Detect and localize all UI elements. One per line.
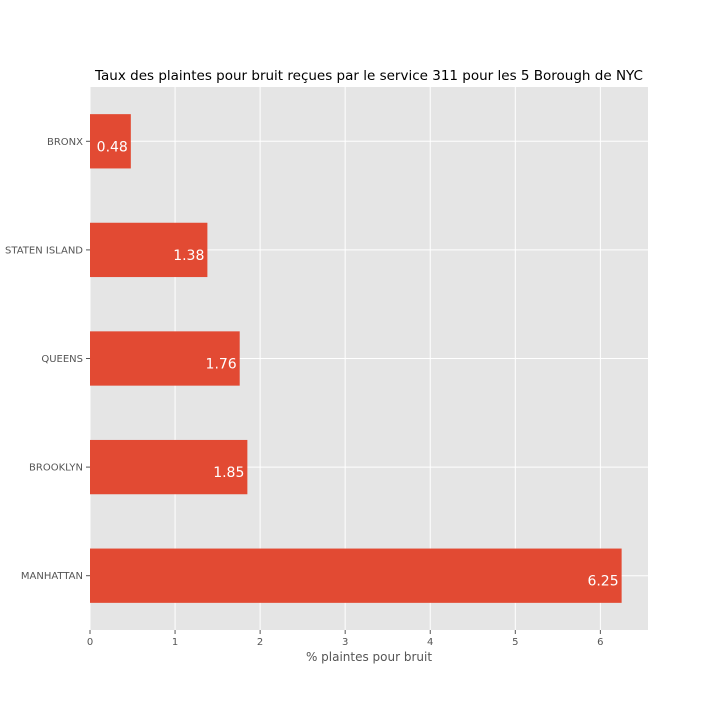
bar-staten-island xyxy=(90,222,208,278)
x-tick-label: 1 xyxy=(172,637,178,648)
bar-brooklyn xyxy=(90,439,248,495)
bar-manhattan xyxy=(90,548,622,603)
x-tick-label: 2 xyxy=(257,637,263,648)
data-label: 1.76 xyxy=(206,357,237,373)
data-label: 6.25 xyxy=(587,574,618,590)
y-tick-label: MANHATTAN xyxy=(21,571,83,582)
x-tick-label: 4 xyxy=(427,637,433,648)
data-label: 1.85 xyxy=(213,465,244,481)
y-tick-label: BRONX xyxy=(47,137,83,148)
x-tick-label: 5 xyxy=(512,637,518,648)
bar-bronx xyxy=(90,114,131,169)
x-tick-label: 3 xyxy=(342,637,348,648)
x-ticks: 0 1 2 3 4 5 6 xyxy=(87,630,604,648)
y-tick-label: QUEENS xyxy=(41,354,83,365)
y-tick-label: STATEN ISLAND xyxy=(5,245,83,256)
bar-queens xyxy=(90,331,240,386)
x-tick-label: 6 xyxy=(597,637,603,648)
data-label: 1.38 xyxy=(173,248,204,264)
x-tick-label: 0 xyxy=(87,637,93,648)
bars: 0.48 1.38 1.76 1.85 6.25 xyxy=(90,114,622,603)
data-label: 0.48 xyxy=(97,139,128,155)
y-tick-labels: BRONX STATEN ISLAND QUEENS BROOKLYN MANHATTA… xyxy=(5,137,90,582)
y-tick-label: BROOKLYN xyxy=(29,463,83,474)
chart-title: Taux des plaintes pour bruit reçues par … xyxy=(94,68,643,84)
x-axis-label: % plaintes pour bruit xyxy=(306,650,432,664)
